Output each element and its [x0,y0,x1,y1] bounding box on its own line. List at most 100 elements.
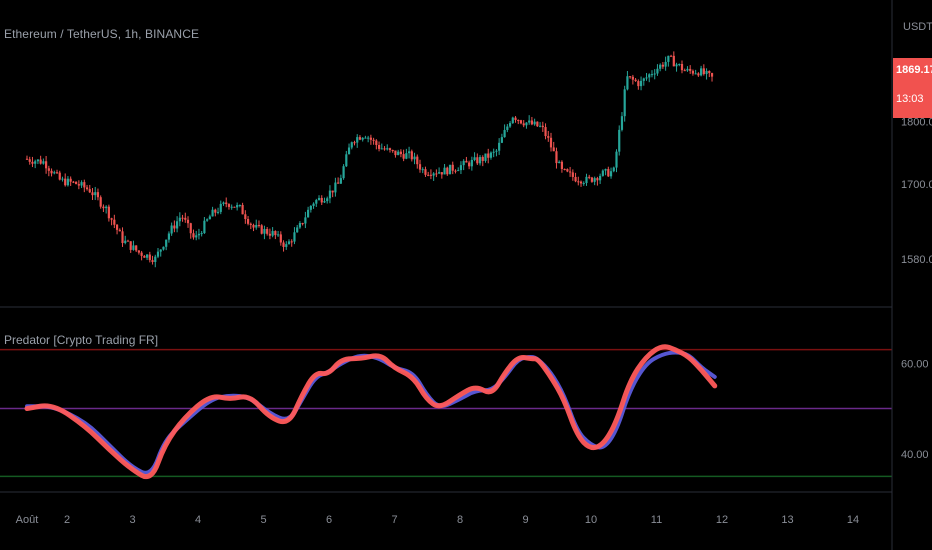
time-tick-label: Août [16,514,39,526]
candle-body [203,220,206,234]
candle-body [170,225,173,234]
candle-body [656,68,659,74]
indicator-tick-label: 40.00 [901,449,929,461]
bar-countdown: 13:03 [896,93,924,105]
candle [58,170,61,181]
candle [514,116,517,123]
candle-body [391,149,394,151]
candle [582,181,585,186]
candle-body [367,137,370,139]
candle [697,72,700,77]
candle-body [181,217,184,219]
candle [511,116,514,124]
candle [266,227,269,236]
candle-body [334,182,337,193]
indicator-title[interactable]: Predator [Crypto Trading FR] [4,333,159,347]
candle-body [162,246,165,250]
candle-body [298,223,302,228]
candle [225,197,228,208]
candle-body [448,164,452,175]
candle [470,156,473,171]
candle-body [648,74,651,78]
last-price: 1869.17 [896,64,932,76]
candle [487,148,490,164]
candle [115,224,119,235]
candle-body [189,223,192,234]
candle-body [244,214,247,220]
candle-body [115,224,119,230]
candle [178,212,181,227]
candle [285,241,288,250]
candle [577,176,580,186]
candle-body [446,167,449,175]
time-tick-label: 9 [522,514,528,526]
candle [77,180,80,190]
candle [650,70,654,78]
candle [31,156,34,168]
candle [47,165,50,177]
time-tick-label: 10 [585,514,597,526]
candle-body [287,241,291,245]
candle [246,216,250,226]
candle [88,184,91,194]
candle-body [607,169,610,177]
candle [517,119,520,125]
candle [451,161,454,175]
candle-body [588,176,591,178]
candle [151,255,154,265]
time-tick-label: 3 [129,514,135,526]
candle [446,166,449,176]
candle [312,202,315,209]
candle [107,204,110,222]
candle [484,153,487,163]
candle [380,143,383,150]
candle [347,143,351,155]
candle-body [184,217,187,220]
candle [118,228,121,232]
candle-body [28,159,31,162]
candle [337,177,340,184]
candle-body [405,153,408,159]
candle-body [31,161,34,164]
candle-body [186,219,190,224]
candle [544,123,547,140]
candle [126,239,130,242]
candle [64,173,67,187]
candle-body [629,76,632,78]
candle-body [642,78,645,81]
candle-body [268,233,271,236]
candle-body [691,70,695,74]
candle-body [83,182,86,188]
candle-body [421,169,424,171]
candle [260,224,263,235]
candle [410,149,413,162]
candle-body [236,205,239,208]
candle-body [620,116,624,130]
candle [500,133,503,144]
candle [468,160,471,170]
candle-body [519,120,523,124]
candle [195,230,198,241]
candle [255,219,258,230]
candle-body [634,79,637,82]
candle [476,153,479,165]
candle-body [328,190,332,199]
candle-body [99,197,102,207]
candle [547,130,550,142]
candle [276,230,280,237]
candle [200,231,203,237]
price-pane [25,51,714,268]
candle-body [353,142,356,144]
candle [252,223,255,232]
candle-body [383,148,386,150]
candle-body [372,139,375,141]
candle [639,76,643,91]
candle-body [323,201,326,203]
candle [508,121,512,128]
candle-body [206,219,209,221]
candle-body [645,77,648,79]
candle-body [176,221,179,229]
symbol-title[interactable]: Ethereum / TetherUS, 1h, BINANCE [4,27,200,41]
candle-body [468,162,471,167]
candle-body [94,192,97,196]
